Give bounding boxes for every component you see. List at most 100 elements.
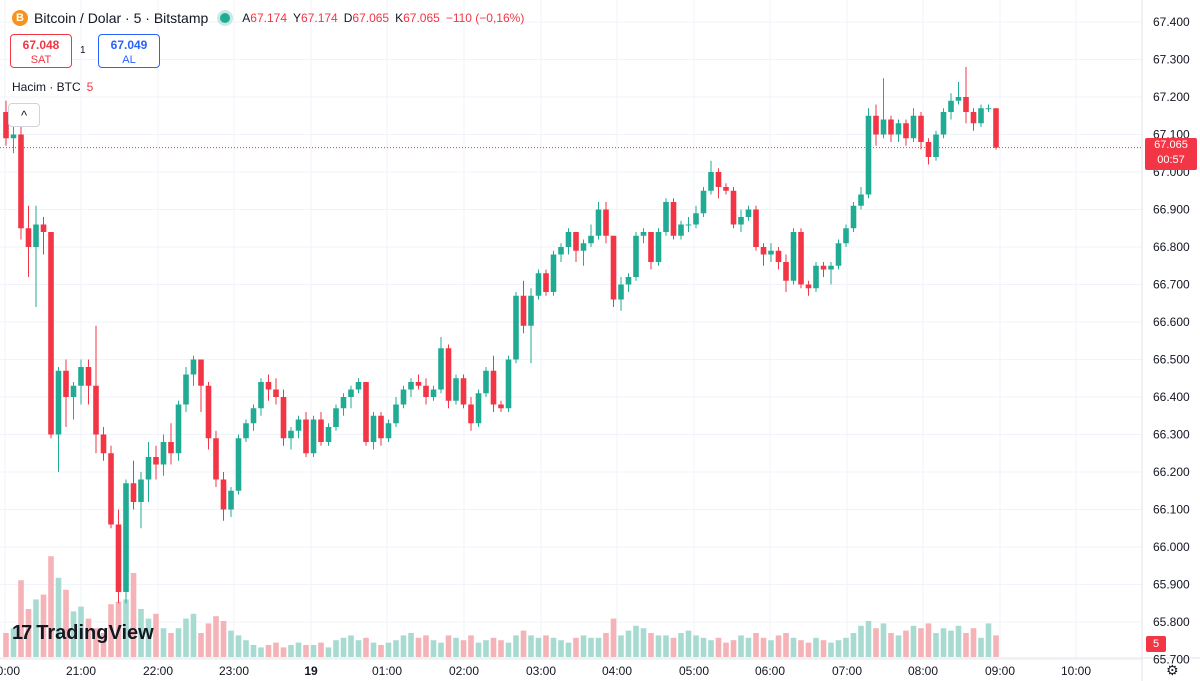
volume-bar xyxy=(573,637,579,657)
volume-bar xyxy=(738,635,744,657)
candle-body xyxy=(910,115,917,139)
volume-bar xyxy=(130,573,137,657)
volume-bar xyxy=(858,625,864,657)
volume-bar xyxy=(175,628,182,657)
candle-body xyxy=(708,172,714,191)
tradingview-mark-icon: 17 xyxy=(12,622,32,644)
buy-label: AL xyxy=(122,54,136,66)
volume-bar xyxy=(655,635,662,657)
candle-body xyxy=(693,213,699,225)
candle-body xyxy=(858,194,864,206)
candle-body xyxy=(355,382,362,390)
ohlc-high: Y67.174 xyxy=(293,11,338,25)
volume-bar xyxy=(805,642,812,657)
volume-bar xyxy=(430,640,437,657)
volume-bar xyxy=(100,633,107,657)
candle-body xyxy=(850,205,857,229)
candle-body xyxy=(715,172,722,187)
candle-body xyxy=(798,232,804,285)
price-axis-label: 67.300 xyxy=(1153,53,1190,67)
candle-body xyxy=(588,235,594,244)
candle-body xyxy=(723,187,729,191)
buy-button[interactable]: 67.049 AL xyxy=(98,34,160,68)
time-axis-label: 07:00 xyxy=(832,664,862,678)
time-axis-label: 08:00 xyxy=(908,664,938,678)
candle-body xyxy=(258,382,264,409)
candle-body xyxy=(490,370,497,405)
candle-body xyxy=(33,224,39,247)
buy-price: 67.049 xyxy=(110,38,148,52)
volume-bar xyxy=(370,642,377,657)
candle-body xyxy=(243,423,249,439)
candle-body xyxy=(768,250,774,255)
volume-bar xyxy=(918,628,924,657)
volume-bar xyxy=(228,630,234,657)
volume-bar xyxy=(723,642,729,657)
volume-bar xyxy=(543,635,549,657)
candle-body xyxy=(895,123,902,135)
candle-body xyxy=(648,232,654,262)
candle-body xyxy=(865,115,872,195)
candle-body xyxy=(993,108,999,148)
candle-body xyxy=(985,108,992,110)
settings-icon[interactable]: ⚙ xyxy=(1166,662,1179,678)
chart-header: B Bitcoin / Dolar · 5 · Bitstamp A67.174… xyxy=(12,8,524,28)
candle-body xyxy=(378,415,384,439)
volume-bar xyxy=(423,635,429,657)
volume-bar xyxy=(940,628,947,657)
candle-body xyxy=(160,442,167,465)
volume-bar xyxy=(453,637,459,657)
symbol-title[interactable]: Bitcoin / Dolar · 5 · Bitstamp xyxy=(34,10,209,26)
volume-bar xyxy=(78,606,84,657)
candle-body xyxy=(63,370,69,397)
volume-bar xyxy=(183,618,189,657)
candle-body xyxy=(940,112,947,135)
volume-bar xyxy=(813,637,819,657)
volume-bar xyxy=(123,599,129,657)
time-axis-label: 10:00 xyxy=(1061,664,1091,678)
time-axis-label: 01:00 xyxy=(372,664,402,678)
volume-bar xyxy=(993,635,999,657)
volume-bar xyxy=(160,628,167,657)
tradingview-logo[interactable]: 17 TradingView xyxy=(12,622,154,645)
bitcoin-icon: B xyxy=(12,10,28,26)
volume-legend[interactable]: Hacim · BTC 5 xyxy=(12,80,93,94)
candle-body xyxy=(670,202,677,236)
sell-button[interactable]: 67.048 SAT xyxy=(10,34,72,68)
volume-bar xyxy=(595,637,602,657)
candle-body xyxy=(438,348,444,390)
volume-bar xyxy=(190,613,197,657)
candle-body xyxy=(168,442,174,454)
volume-bar xyxy=(603,633,609,657)
price-axis-label: 65.800 xyxy=(1153,615,1190,629)
volume-bar xyxy=(820,640,827,657)
candle-body xyxy=(138,479,144,502)
last-price-tag: 67.065 00:57 xyxy=(1145,138,1197,170)
candle-body xyxy=(970,112,977,124)
candle-body xyxy=(250,408,257,424)
time-axis-label: 19 xyxy=(304,664,318,678)
candle-body xyxy=(153,457,159,465)
candle-body xyxy=(640,232,647,236)
price-change: −110 (−0,16%) xyxy=(445,11,525,25)
candle-body xyxy=(70,385,77,397)
volume-legend-value: 5 xyxy=(86,80,94,94)
candle-body xyxy=(963,97,969,112)
volume-bar xyxy=(303,645,309,657)
candle-body xyxy=(40,224,47,232)
candle-body xyxy=(400,389,407,405)
volume-bar xyxy=(550,637,557,657)
collapse-legend-button[interactable]: ^ xyxy=(8,103,40,127)
last-volume-tag: 5 xyxy=(1146,636,1166,652)
candle-body xyxy=(678,224,684,236)
candle-body xyxy=(265,382,272,390)
volume-bar xyxy=(618,635,624,657)
volume-bar xyxy=(363,637,369,657)
candle-body xyxy=(543,273,549,292)
volume-bar xyxy=(55,577,62,657)
volume-bar xyxy=(783,633,789,657)
candle-body xyxy=(520,295,527,326)
volume-bar xyxy=(400,635,407,657)
candle-body xyxy=(220,479,227,510)
